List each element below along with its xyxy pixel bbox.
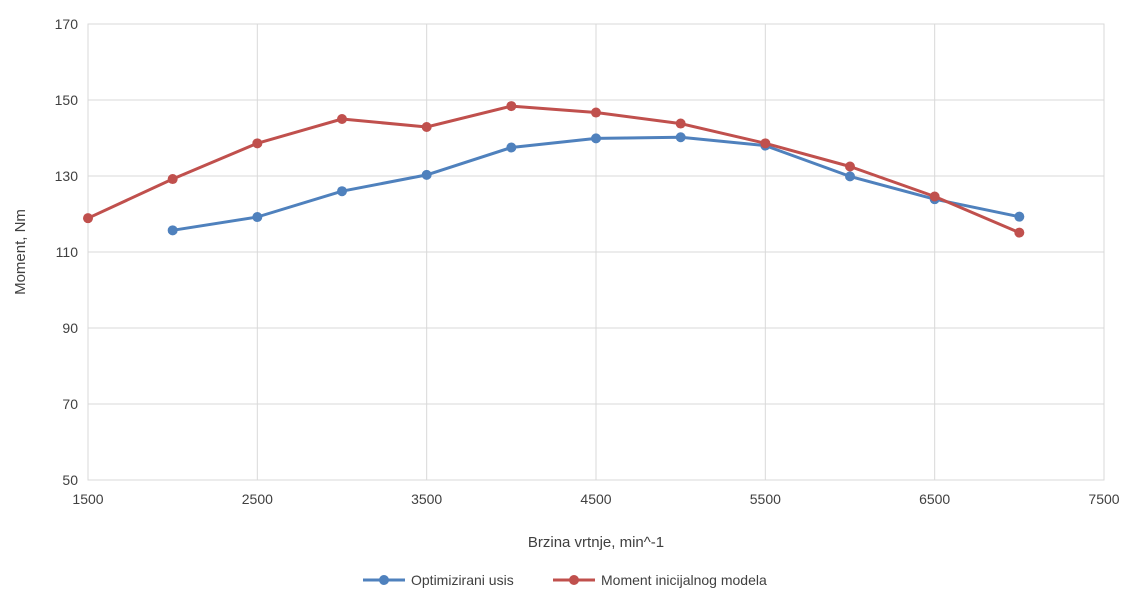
x-tick-label: 7500 [1088,491,1119,507]
data-point [506,101,517,112]
data-point [252,212,263,223]
data-point [845,161,855,172]
x-tick-label: 1500 [72,491,103,507]
legend-marker [379,575,389,585]
y-tick-label: 70 [62,396,78,412]
data-point [1014,211,1025,222]
legend-marker [569,575,579,585]
data-point [845,171,855,182]
x-tick-label: 4500 [580,491,611,507]
data-point [83,213,93,224]
data-point [421,169,432,180]
data-point [252,138,263,149]
data-point [337,186,347,197]
grid-lines [87,23,1105,481]
data-point [167,174,178,185]
x-tick-label: 5500 [750,491,781,507]
plot-area-border [87,23,1105,481]
data-point [591,107,601,118]
data-point [929,191,940,202]
y-tick-label: 110 [56,244,79,260]
series-layer [83,101,1025,238]
data-point [675,132,686,143]
legend: Optimizirani usis Moment inicijalnog mode… [363,572,767,588]
y-tick-label: 50 [62,472,78,488]
data-point [167,225,178,236]
x-tick-label: 3500 [411,491,442,507]
series-2 [83,101,1025,238]
axes: 50 70 90 110 130 150 170 1500 2500 3500 4500 5500 65… [55,16,1120,507]
data-point [337,114,347,124]
legend-label: Optimizirani usis [411,572,514,588]
data-point [421,121,432,132]
x-axis-title: Brzina vrtnje, min^-1 [528,534,664,551]
data-point [675,118,686,129]
legend-label: Moment inicijalnog modela [601,572,767,588]
x-tick-label: 6500 [919,491,950,507]
data-point [1014,227,1025,238]
x-tick-label: 2500 [242,491,273,507]
legend-item: Optimizirani usis [363,572,514,588]
data-point [760,138,771,149]
legend-item: Moment inicijalnog modela [553,572,767,588]
y-tick-label: 170 [55,16,79,32]
data-point [506,142,517,153]
y-tick-label: 90 [62,320,78,336]
data-point [591,133,601,144]
series-line [86,104,1021,235]
y-tick-label: 130 [55,168,79,184]
y-axis-title: Moment, Nm [12,209,29,295]
y-tick-label: 150 [55,92,79,108]
